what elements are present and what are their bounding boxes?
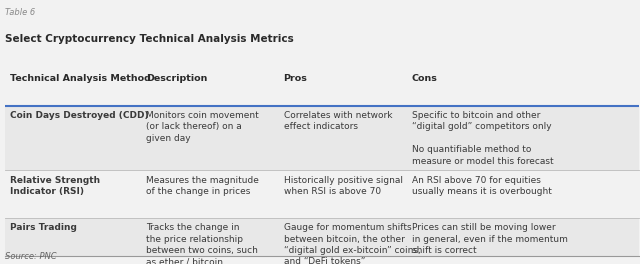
- Text: Prices can still be moving lower
in general, even if the momentum
shift is corre: Prices can still be moving lower in gene…: [412, 223, 568, 255]
- Text: Relative Strength
Indicator (RSI): Relative Strength Indicator (RSI): [10, 176, 100, 196]
- Text: Table 6: Table 6: [5, 8, 35, 17]
- Text: Historically positive signal
when RSI is above 70: Historically positive signal when RSI is…: [284, 176, 403, 196]
- Text: Pros: Pros: [284, 74, 307, 83]
- Text: Description: Description: [146, 74, 207, 83]
- Text: Monitors coin movement
(or lack thereof) on a
given day: Monitors coin movement (or lack thereof)…: [146, 111, 259, 143]
- Text: Select Cryptocurrency Technical Analysis Metrics: Select Cryptocurrency Technical Analysis…: [5, 34, 294, 44]
- Text: Correlates with network
effect indicators: Correlates with network effect indicator…: [284, 111, 392, 131]
- Text: An RSI above 70 for equities
usually means it is overbought: An RSI above 70 for equities usually mea…: [412, 176, 552, 196]
- Bar: [5, 218, 639, 256]
- Text: Coin Days Destroyed (CDD): Coin Days Destroyed (CDD): [10, 111, 149, 120]
- Text: Specific to bitcoin and other
“digital gold” competitors only

No quantifiable m: Specific to bitcoin and other “digital g…: [412, 111, 553, 166]
- Text: Tracks the change in
the price relationship
between two coins, such
as ether / b: Tracks the change in the price relations…: [146, 223, 258, 264]
- Bar: [5, 106, 639, 170]
- Text: Cons: Cons: [412, 74, 437, 83]
- Text: Gauge for momentum shifts
between bitcoin, the other
“digital gold ex-bitcoin” c: Gauge for momentum shifts between bitcoi…: [284, 223, 420, 264]
- Text: Source: PNC: Source: PNC: [5, 252, 57, 261]
- Bar: [5, 170, 639, 218]
- Text: Measures the magnitude
of the change in prices: Measures the magnitude of the change in …: [146, 176, 259, 196]
- Text: Pairs Trading: Pairs Trading: [10, 223, 77, 232]
- Text: Technical Analysis Method: Technical Analysis Method: [10, 74, 151, 83]
